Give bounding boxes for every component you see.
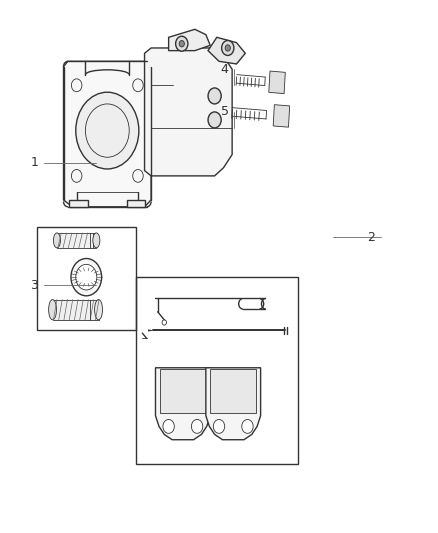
Polygon shape [69,200,88,207]
Text: 1: 1 [30,156,38,169]
Ellipse shape [76,264,97,290]
Polygon shape [127,200,145,207]
Circle shape [222,41,234,55]
Ellipse shape [71,259,102,296]
Polygon shape [269,71,285,94]
Circle shape [225,45,230,51]
Circle shape [242,419,253,433]
Circle shape [213,419,225,433]
Polygon shape [208,37,245,64]
Bar [37,227,136,330]
Polygon shape [210,369,256,413]
Ellipse shape [53,233,60,248]
Circle shape [176,36,188,51]
Circle shape [163,419,174,433]
Circle shape [179,41,184,47]
Text: 4: 4 [221,63,229,76]
Polygon shape [64,61,151,207]
Polygon shape [145,48,232,176]
Polygon shape [206,368,261,440]
Ellipse shape [95,300,102,320]
Ellipse shape [93,233,100,248]
Polygon shape [148,329,154,332]
Text: 3: 3 [30,279,38,292]
Polygon shape [273,104,290,127]
Circle shape [208,88,221,104]
Ellipse shape [49,300,57,320]
Polygon shape [160,369,206,413]
Bar [136,277,298,464]
Polygon shape [155,368,210,440]
Text: 5: 5 [221,106,229,118]
Circle shape [208,112,221,128]
Text: 2: 2 [367,231,375,244]
Circle shape [191,419,203,433]
Bar [53,300,99,320]
Polygon shape [169,29,210,51]
Bar [57,233,96,248]
Circle shape [76,92,139,169]
